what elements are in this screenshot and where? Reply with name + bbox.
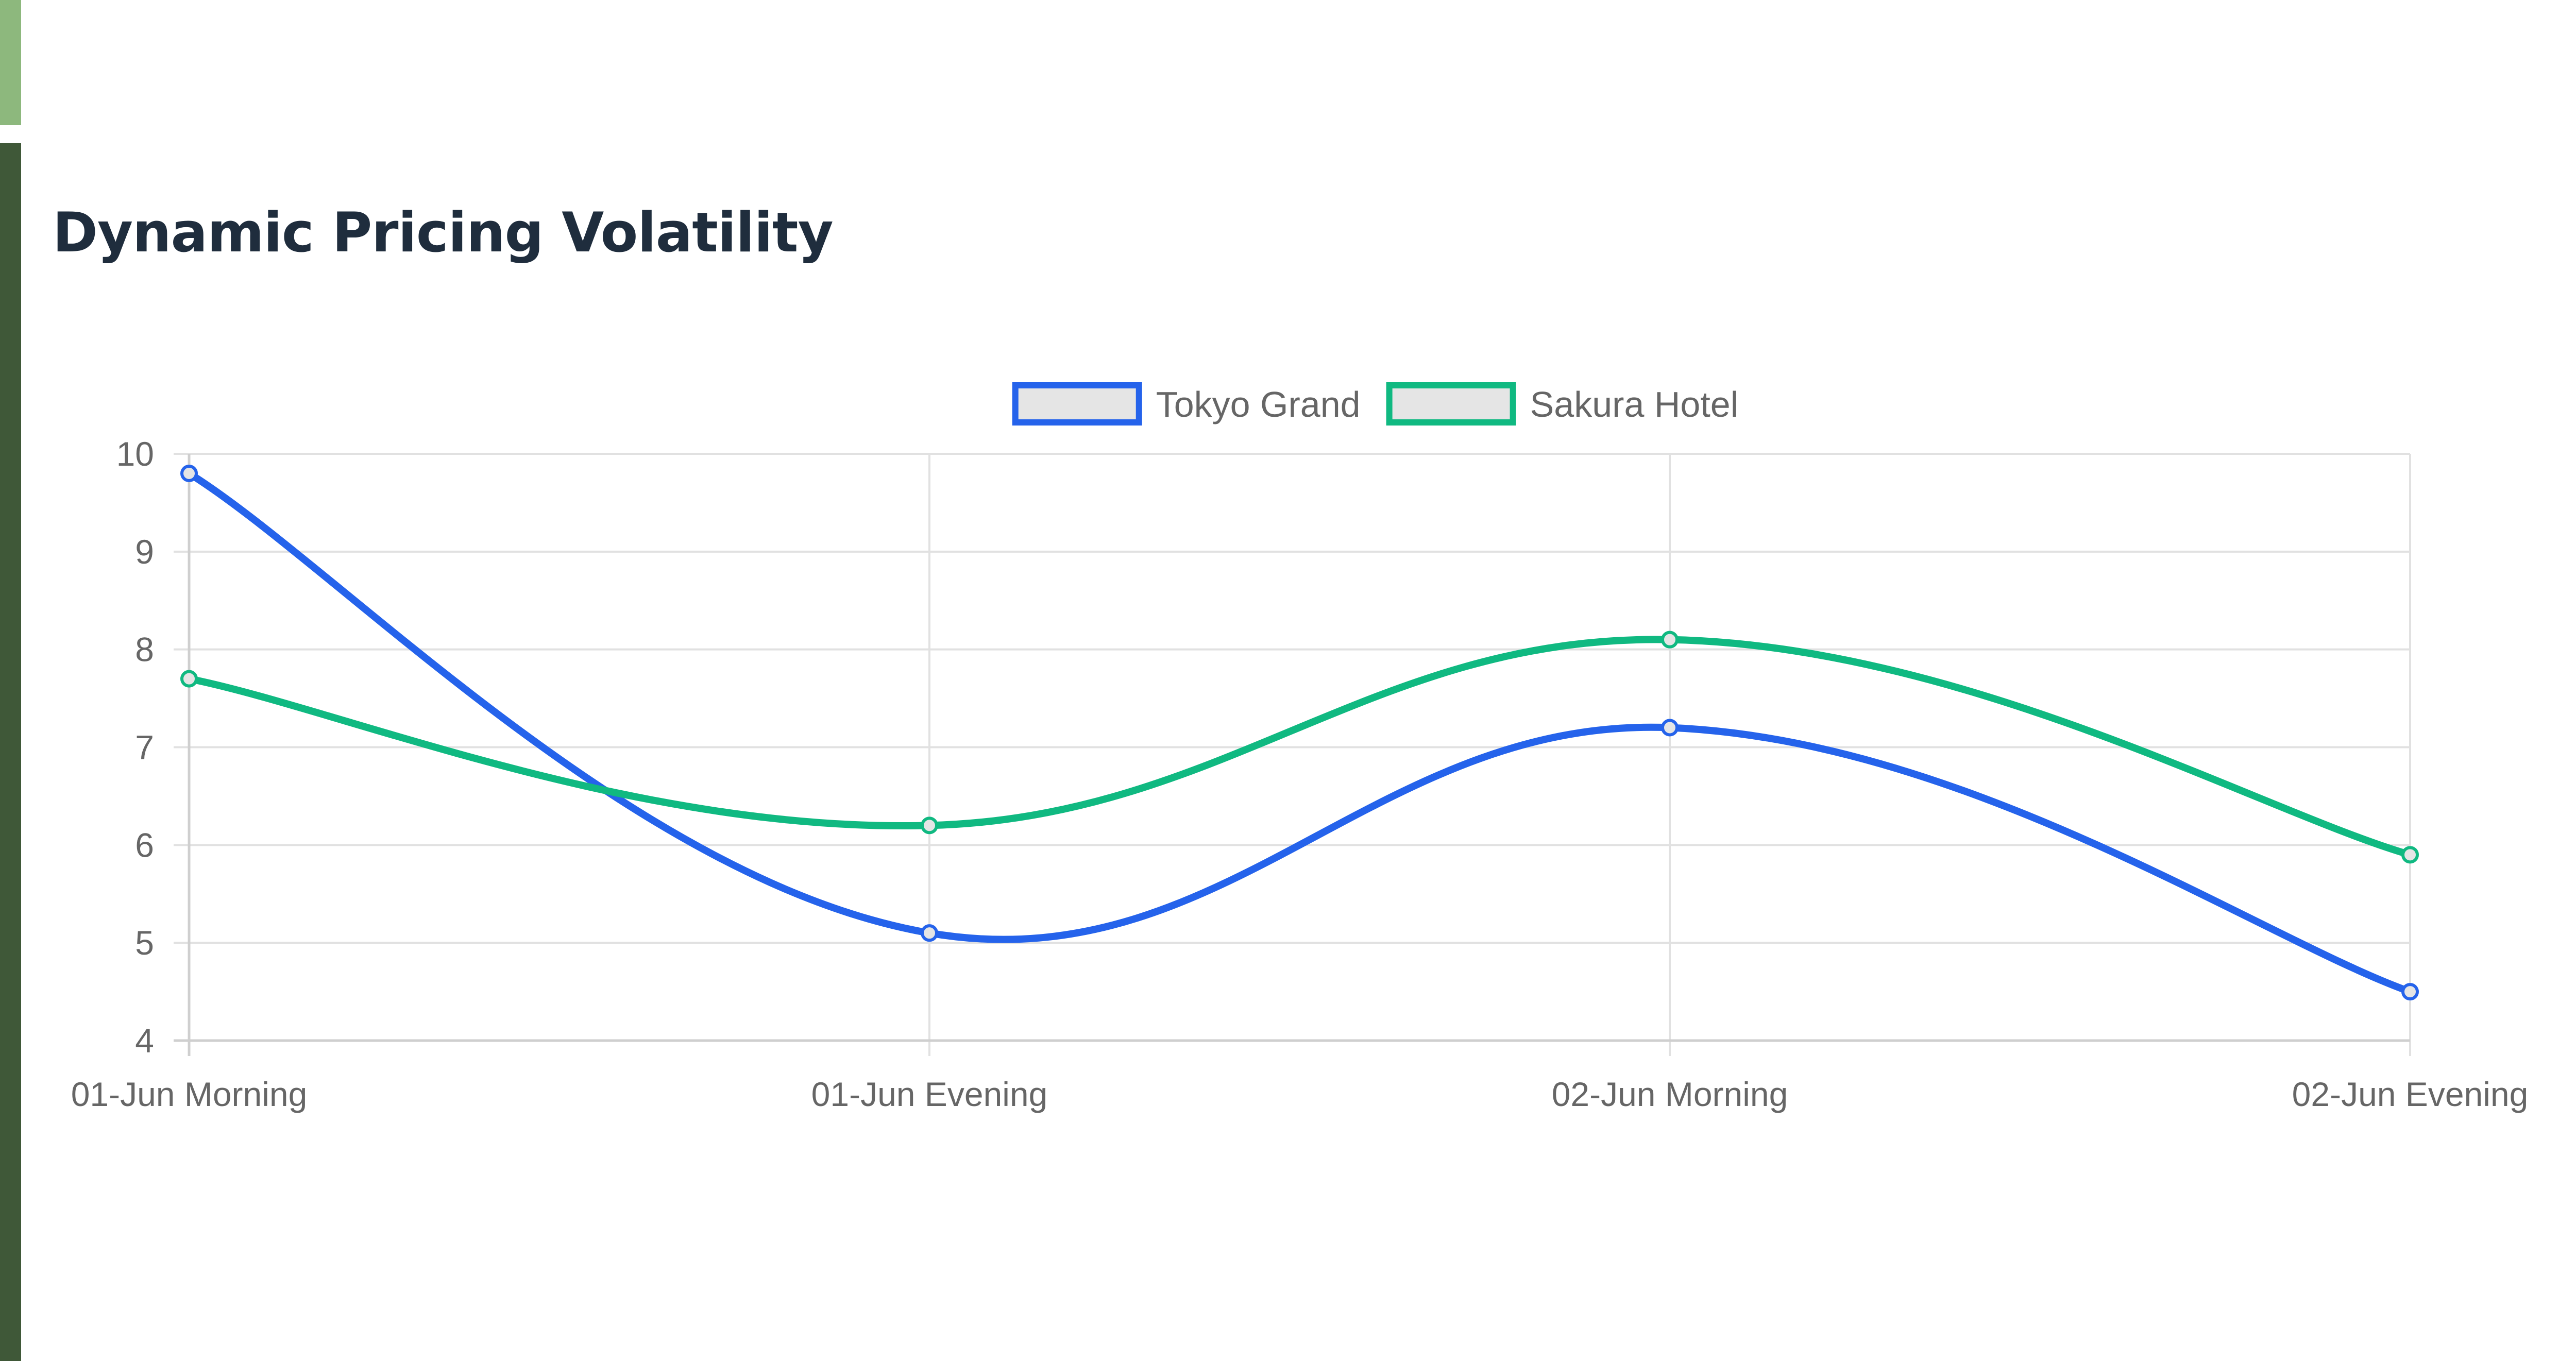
x-tick-label: 01-Jun Evening — [811, 1075, 1048, 1113]
legend-swatch-sakura-hotel[interactable] — [1386, 382, 1516, 426]
x-tick-label: 02-Jun Morning — [1552, 1075, 1788, 1113]
x-tick-label: 02-Jun Evening — [2292, 1075, 2529, 1113]
legend-swatch-tokyo-grand[interactable] — [1012, 382, 1142, 426]
series-line-sakura-hotel — [185, 636, 2414, 859]
legend-label-sakura-hotel[interactable]: Sakura Hotel — [1530, 384, 1739, 424]
data-point-tokyo-grand — [921, 924, 938, 942]
x-tick-label: 01-Jun Morning — [71, 1075, 308, 1113]
legend-label-tokyo-grand[interactable]: Tokyo Grand — [1156, 384, 1361, 424]
series-line-tokyo-grand — [185, 469, 2414, 996]
chart-title: Dynamic Pricing Volatility — [53, 201, 834, 264]
y-tick-label: 7 — [135, 728, 154, 767]
accent-bar-top — [0, 0, 21, 125]
series-layer — [185, 469, 2414, 996]
data-point-tokyo-grand — [180, 464, 198, 482]
data-point-sakura-hotel — [1661, 631, 1679, 649]
y-tick-label: 8 — [135, 631, 154, 669]
data-point-sakura-hotel — [180, 670, 198, 688]
grid-layer — [174, 453, 2411, 1056]
data-point-tokyo-grand — [2401, 983, 2419, 1001]
tick-layer: 4 5 6 7 8 9 10 01-Jun Morning 01-Jun Evening 02-J… — [71, 435, 2529, 1113]
y-tick-label: 9 — [135, 533, 154, 571]
data-point-sakura-hotel — [2401, 846, 2419, 864]
chart-legend[interactable]: Tokyo Grand Sakura Hotel — [1012, 382, 1739, 426]
data-point-tokyo-grand — [1661, 719, 1679, 737]
y-tick-label: 10 — [116, 435, 154, 473]
accent-bar-main — [0, 143, 21, 1361]
y-tick-label: 5 — [135, 924, 154, 962]
point-layer — [180, 464, 2419, 1001]
y-tick-label: 4 — [135, 1022, 154, 1060]
y-tick-label: 6 — [135, 826, 154, 864]
data-point-sakura-hotel — [921, 816, 938, 835]
